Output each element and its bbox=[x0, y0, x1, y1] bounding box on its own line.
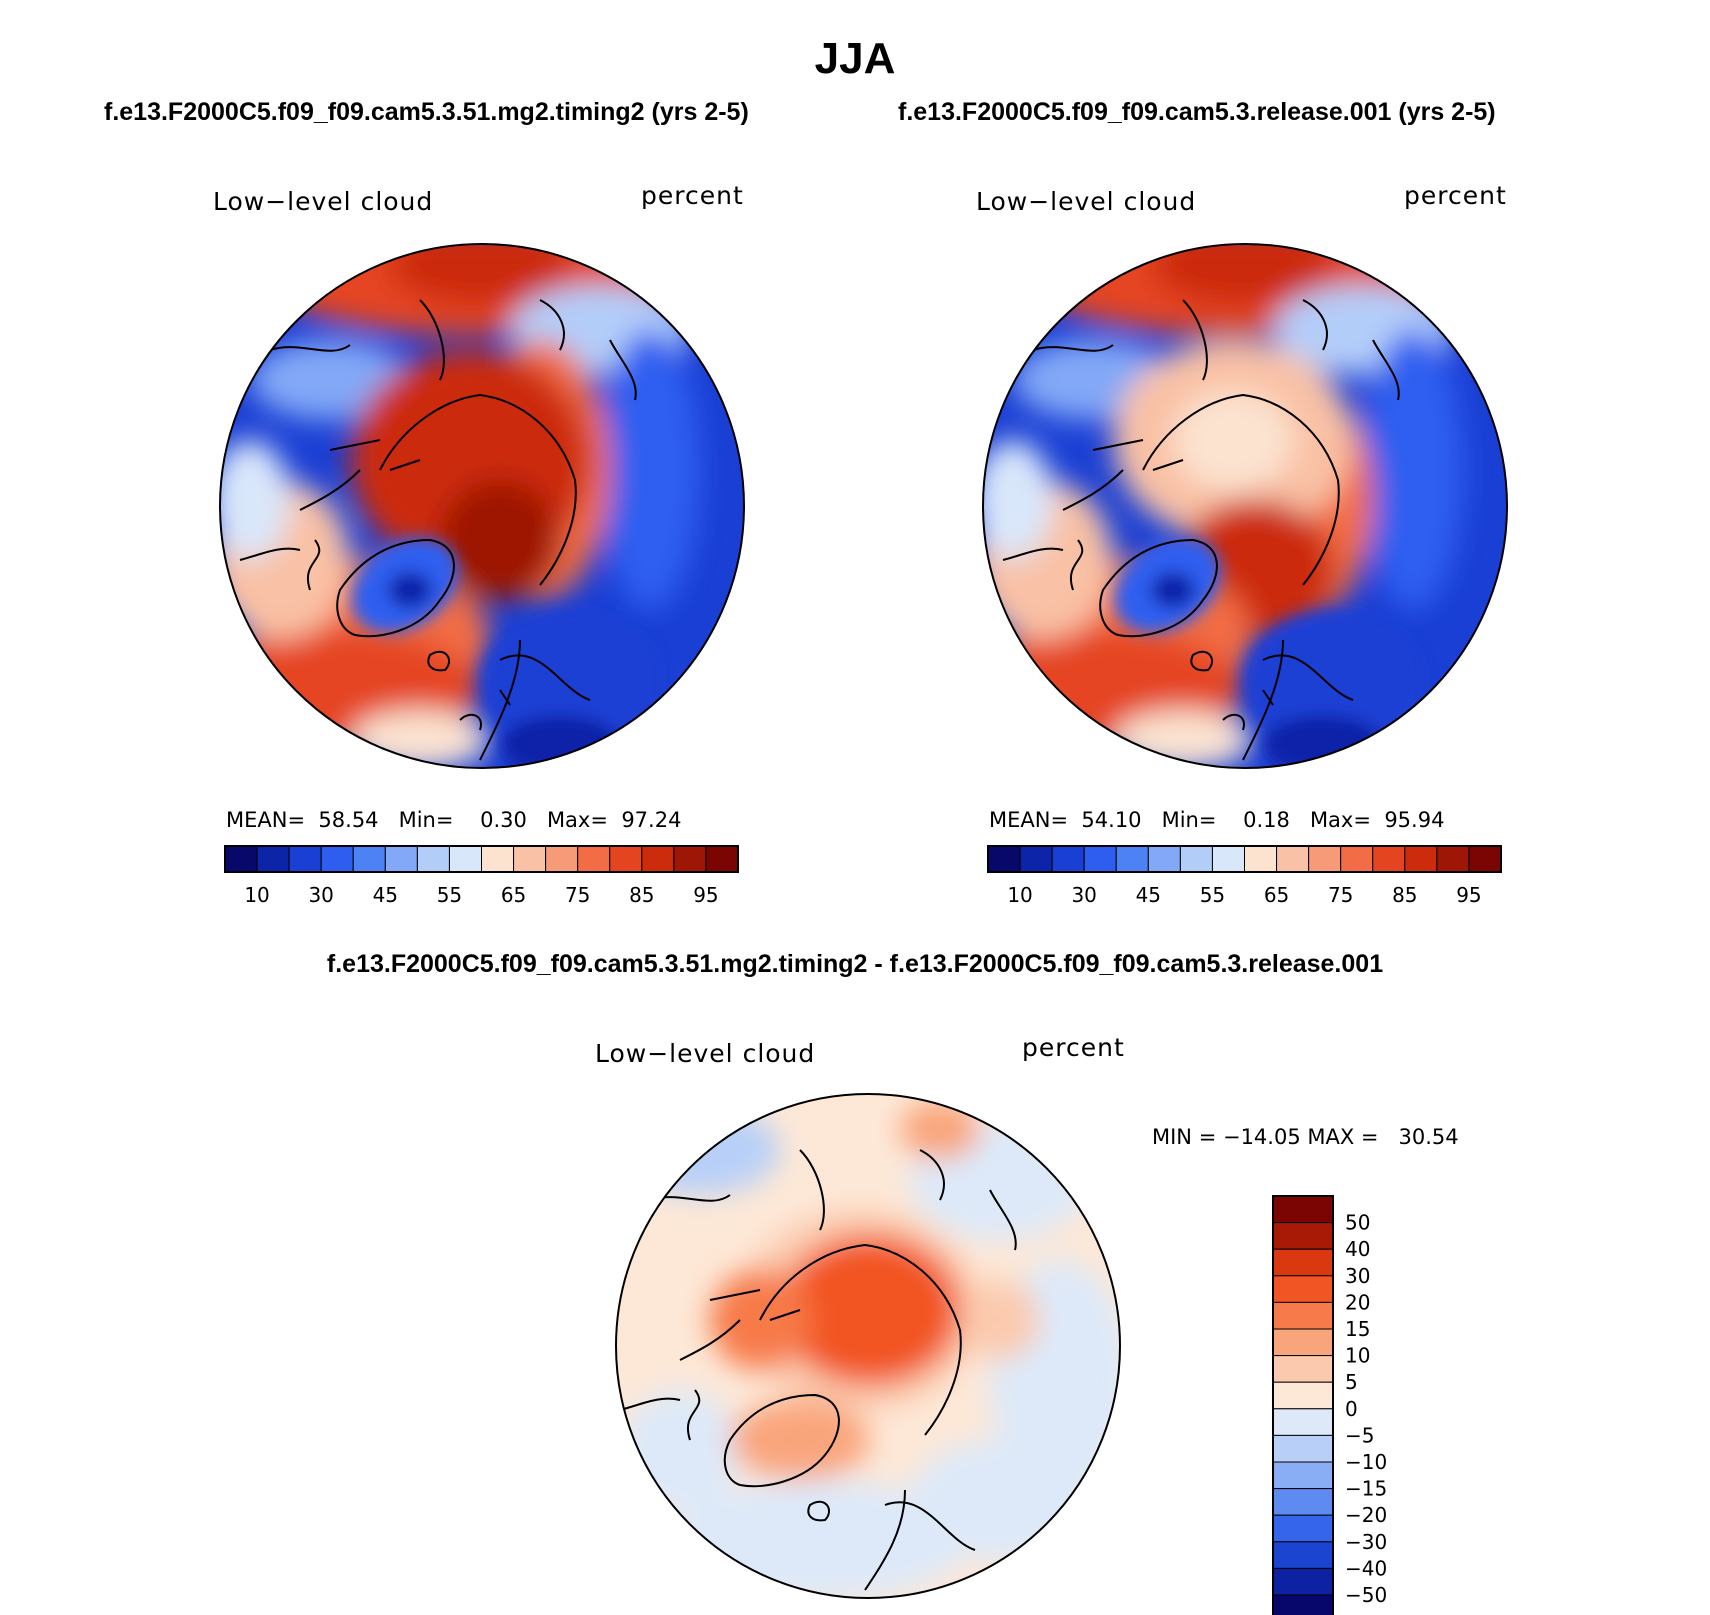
colorbar-tick-label: 45 bbox=[1136, 883, 1161, 907]
colorbar-tick-label: 5 bbox=[1345, 1370, 1358, 1394]
colorbar-swatch bbox=[545, 845, 579, 873]
colorbar-swatch bbox=[1272, 1514, 1334, 1543]
right-colorbar: 10 30 45 55 65 75 85 95 bbox=[987, 845, 1502, 907]
colorbar-tick-label: 30 bbox=[1071, 883, 1096, 907]
colorbar-swatch bbox=[1272, 1328, 1334, 1357]
colorbar-swatch bbox=[1308, 845, 1342, 873]
colorbar-swatch bbox=[577, 845, 611, 873]
colorbar-swatch bbox=[1115, 845, 1149, 873]
colorbar-swatch bbox=[513, 845, 547, 873]
colorbar-tick-label: 85 bbox=[629, 883, 654, 907]
colorbar-swatch bbox=[1272, 1355, 1334, 1383]
right-case-title: f.e13.F2000C5.f09_f09.cam5.3.release.001… bbox=[898, 98, 1496, 126]
colorbar-swatch bbox=[1272, 1301, 1334, 1330]
right-panel-variable: Low−level cloud bbox=[976, 187, 1197, 216]
colorbar-tick-label: −40 bbox=[1345, 1556, 1387, 1580]
colorbar-swatch bbox=[352, 845, 386, 873]
colorbar-tick-label: 15 bbox=[1345, 1317, 1370, 1341]
colorbar-tick-label: 50 bbox=[1345, 1211, 1370, 1235]
colorbar-swatch bbox=[673, 845, 707, 873]
colorbar-swatch bbox=[1276, 845, 1310, 873]
colorbar-swatch bbox=[448, 845, 482, 873]
colorbar-swatch bbox=[1272, 1222, 1334, 1250]
colorbar-swatch bbox=[1272, 1488, 1334, 1516]
colorbar-swatch bbox=[481, 845, 515, 873]
colorbar-swatch bbox=[705, 845, 739, 873]
colorbar-tick-label: 65 bbox=[501, 883, 526, 907]
colorbar-swatch bbox=[1272, 1434, 1334, 1463]
colorbar-swatch bbox=[1272, 1594, 1334, 1615]
colorbar-swatch bbox=[1019, 845, 1053, 873]
colorbar-swatch bbox=[1272, 1541, 1334, 1569]
colorbar-swatch bbox=[1272, 1408, 1334, 1436]
colorbar-swatch bbox=[1272, 1248, 1334, 1277]
colorbar-swatch bbox=[256, 845, 290, 873]
colorbar-swatch bbox=[1468, 845, 1502, 873]
colorbar-tick-label: 85 bbox=[1392, 883, 1417, 907]
colorbar-tick-label: 95 bbox=[1456, 883, 1481, 907]
colorbar-swatch bbox=[1436, 845, 1470, 873]
colorbar-tick-label: 95 bbox=[693, 883, 718, 907]
colorbar-tick-label: −20 bbox=[1345, 1503, 1387, 1527]
colorbar-swatch bbox=[1211, 845, 1245, 873]
colorbar-swatch bbox=[1147, 845, 1181, 873]
colorbar-swatch bbox=[1372, 845, 1406, 873]
colorbar-tick-label: 55 bbox=[437, 883, 462, 907]
colorbar-tick-label: 30 bbox=[308, 883, 333, 907]
colorbar-tick-label: 20 bbox=[1345, 1290, 1370, 1314]
left-panel-units: percent bbox=[641, 181, 744, 210]
right-stats: MEAN= 54.10 Min= 0.18 Max= 95.94 bbox=[989, 808, 1445, 832]
page-title: JJA bbox=[814, 34, 896, 83]
difference-title: f.e13.F2000C5.f09_f09.cam5.3.51.mg2.timi… bbox=[326, 950, 1384, 978]
right-panel-units: percent bbox=[1404, 181, 1507, 210]
colorbar-swatch bbox=[1272, 1381, 1334, 1410]
colorbar-swatch bbox=[384, 845, 418, 873]
colorbar-tick-label: −30 bbox=[1345, 1530, 1387, 1554]
colorbar-tick-label: 10 bbox=[1007, 883, 1032, 907]
colorbar-tick-label: 10 bbox=[244, 883, 269, 907]
left-case-title: f.e13.F2000C5.f09_f09.cam5.3.51.mg2.timi… bbox=[104, 98, 749, 126]
colorbar-tick-label: 45 bbox=[373, 883, 398, 907]
left-colorbar: 10 30 45 55 65 75 85 95 bbox=[224, 845, 739, 907]
colorbar-swatch bbox=[1340, 845, 1374, 873]
colorbar-tick-label: 30 bbox=[1345, 1264, 1370, 1288]
diff-stats: MIN = −14.05 MAX = 30.54 bbox=[1152, 1125, 1459, 1149]
colorbar-swatch bbox=[609, 845, 643, 873]
colorbar-swatch bbox=[987, 845, 1021, 873]
colorbar-tick-label: −15 bbox=[1345, 1477, 1387, 1501]
colorbar-swatch bbox=[1272, 1461, 1334, 1490]
colorbar-tick-label: 0 bbox=[1345, 1397, 1358, 1421]
colorbar-swatch bbox=[1244, 845, 1278, 873]
diff-panel-variable: Low−level cloud bbox=[595, 1039, 816, 1068]
colorbar-swatch bbox=[1404, 845, 1438, 873]
colorbar-swatch bbox=[224, 845, 258, 873]
left-panel-variable: Low−level cloud bbox=[213, 187, 434, 216]
colorbar-tick-label: −5 bbox=[1345, 1423, 1374, 1447]
colorbar-swatch bbox=[1083, 845, 1117, 873]
colorbar-tick-label: 75 bbox=[565, 883, 590, 907]
colorbar-tick-label: 55 bbox=[1200, 883, 1225, 907]
diff-panel-units: percent bbox=[1022, 1033, 1125, 1062]
colorbar-swatch bbox=[320, 845, 354, 873]
colorbar-swatch bbox=[1272, 1567, 1334, 1596]
colorbar-tick-label: −10 bbox=[1345, 1450, 1387, 1474]
colorbar-tick-label: 10 bbox=[1345, 1344, 1370, 1368]
colorbar-swatch bbox=[416, 845, 450, 873]
colorbar-tick-label: 65 bbox=[1264, 883, 1289, 907]
colorbar-swatch bbox=[1272, 1275, 1334, 1303]
colorbar-tick-label: −50 bbox=[1345, 1583, 1387, 1607]
colorbar-swatch bbox=[288, 845, 322, 873]
left-stats: MEAN= 58.54 Min= 0.30 Max= 97.24 bbox=[226, 808, 682, 832]
colorbar-tick-label: 75 bbox=[1328, 883, 1353, 907]
colorbar-swatch bbox=[1051, 845, 1085, 873]
colorbar-swatch bbox=[641, 845, 675, 873]
colorbar-swatch bbox=[1272, 1195, 1334, 1224]
colorbar-tick-label: 40 bbox=[1345, 1237, 1370, 1261]
colorbar-swatch bbox=[1179, 845, 1213, 873]
